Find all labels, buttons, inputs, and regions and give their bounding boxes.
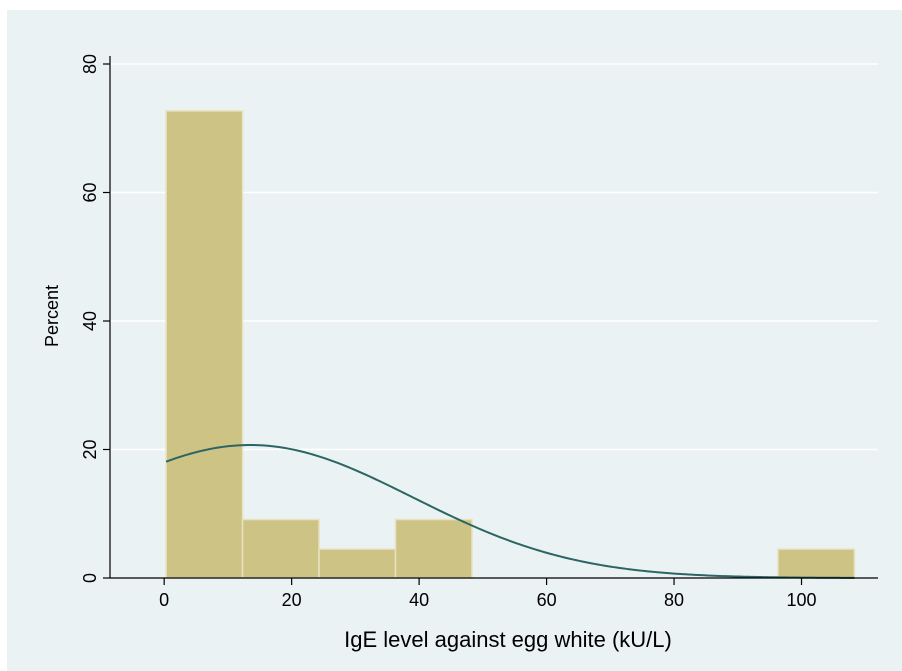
histogram-bar-8 bbox=[777, 548, 856, 579]
y-tick-label-0: 0 bbox=[80, 573, 100, 583]
density-curve-layer bbox=[165, 443, 855, 579]
histogram-bar-0 bbox=[165, 110, 244, 579]
axes bbox=[103, 56, 878, 585]
x-tick-label-100: 100 bbox=[786, 590, 816, 610]
normal-density-curve bbox=[165, 443, 855, 579]
y-tick-label-80: 80 bbox=[80, 54, 100, 74]
y-tick-label-20: 20 bbox=[80, 439, 100, 459]
histogram-bars bbox=[165, 110, 856, 579]
y-tick-label-40: 40 bbox=[80, 311, 100, 331]
x-axis-title: IgE level against egg white (kU/L) bbox=[344, 627, 672, 652]
histogram-bar-2 bbox=[318, 548, 397, 579]
x-tick-label-40: 40 bbox=[409, 590, 429, 610]
y-axis-title: Percent bbox=[42, 285, 62, 347]
x-tick-label-60: 60 bbox=[537, 590, 557, 610]
y-tick-labels: 0 20 40 60 80 bbox=[80, 54, 100, 583]
x-tick-labels: 0 20 40 60 80 100 bbox=[159, 590, 816, 610]
histogram-bar-3 bbox=[394, 518, 473, 579]
histogram-bar-1 bbox=[241, 518, 320, 579]
x-tick-label-20: 20 bbox=[282, 590, 302, 610]
x-tick-label-0: 0 bbox=[159, 590, 169, 610]
y-tick-label-60: 60 bbox=[80, 182, 100, 202]
x-tick-label-80: 80 bbox=[664, 590, 684, 610]
